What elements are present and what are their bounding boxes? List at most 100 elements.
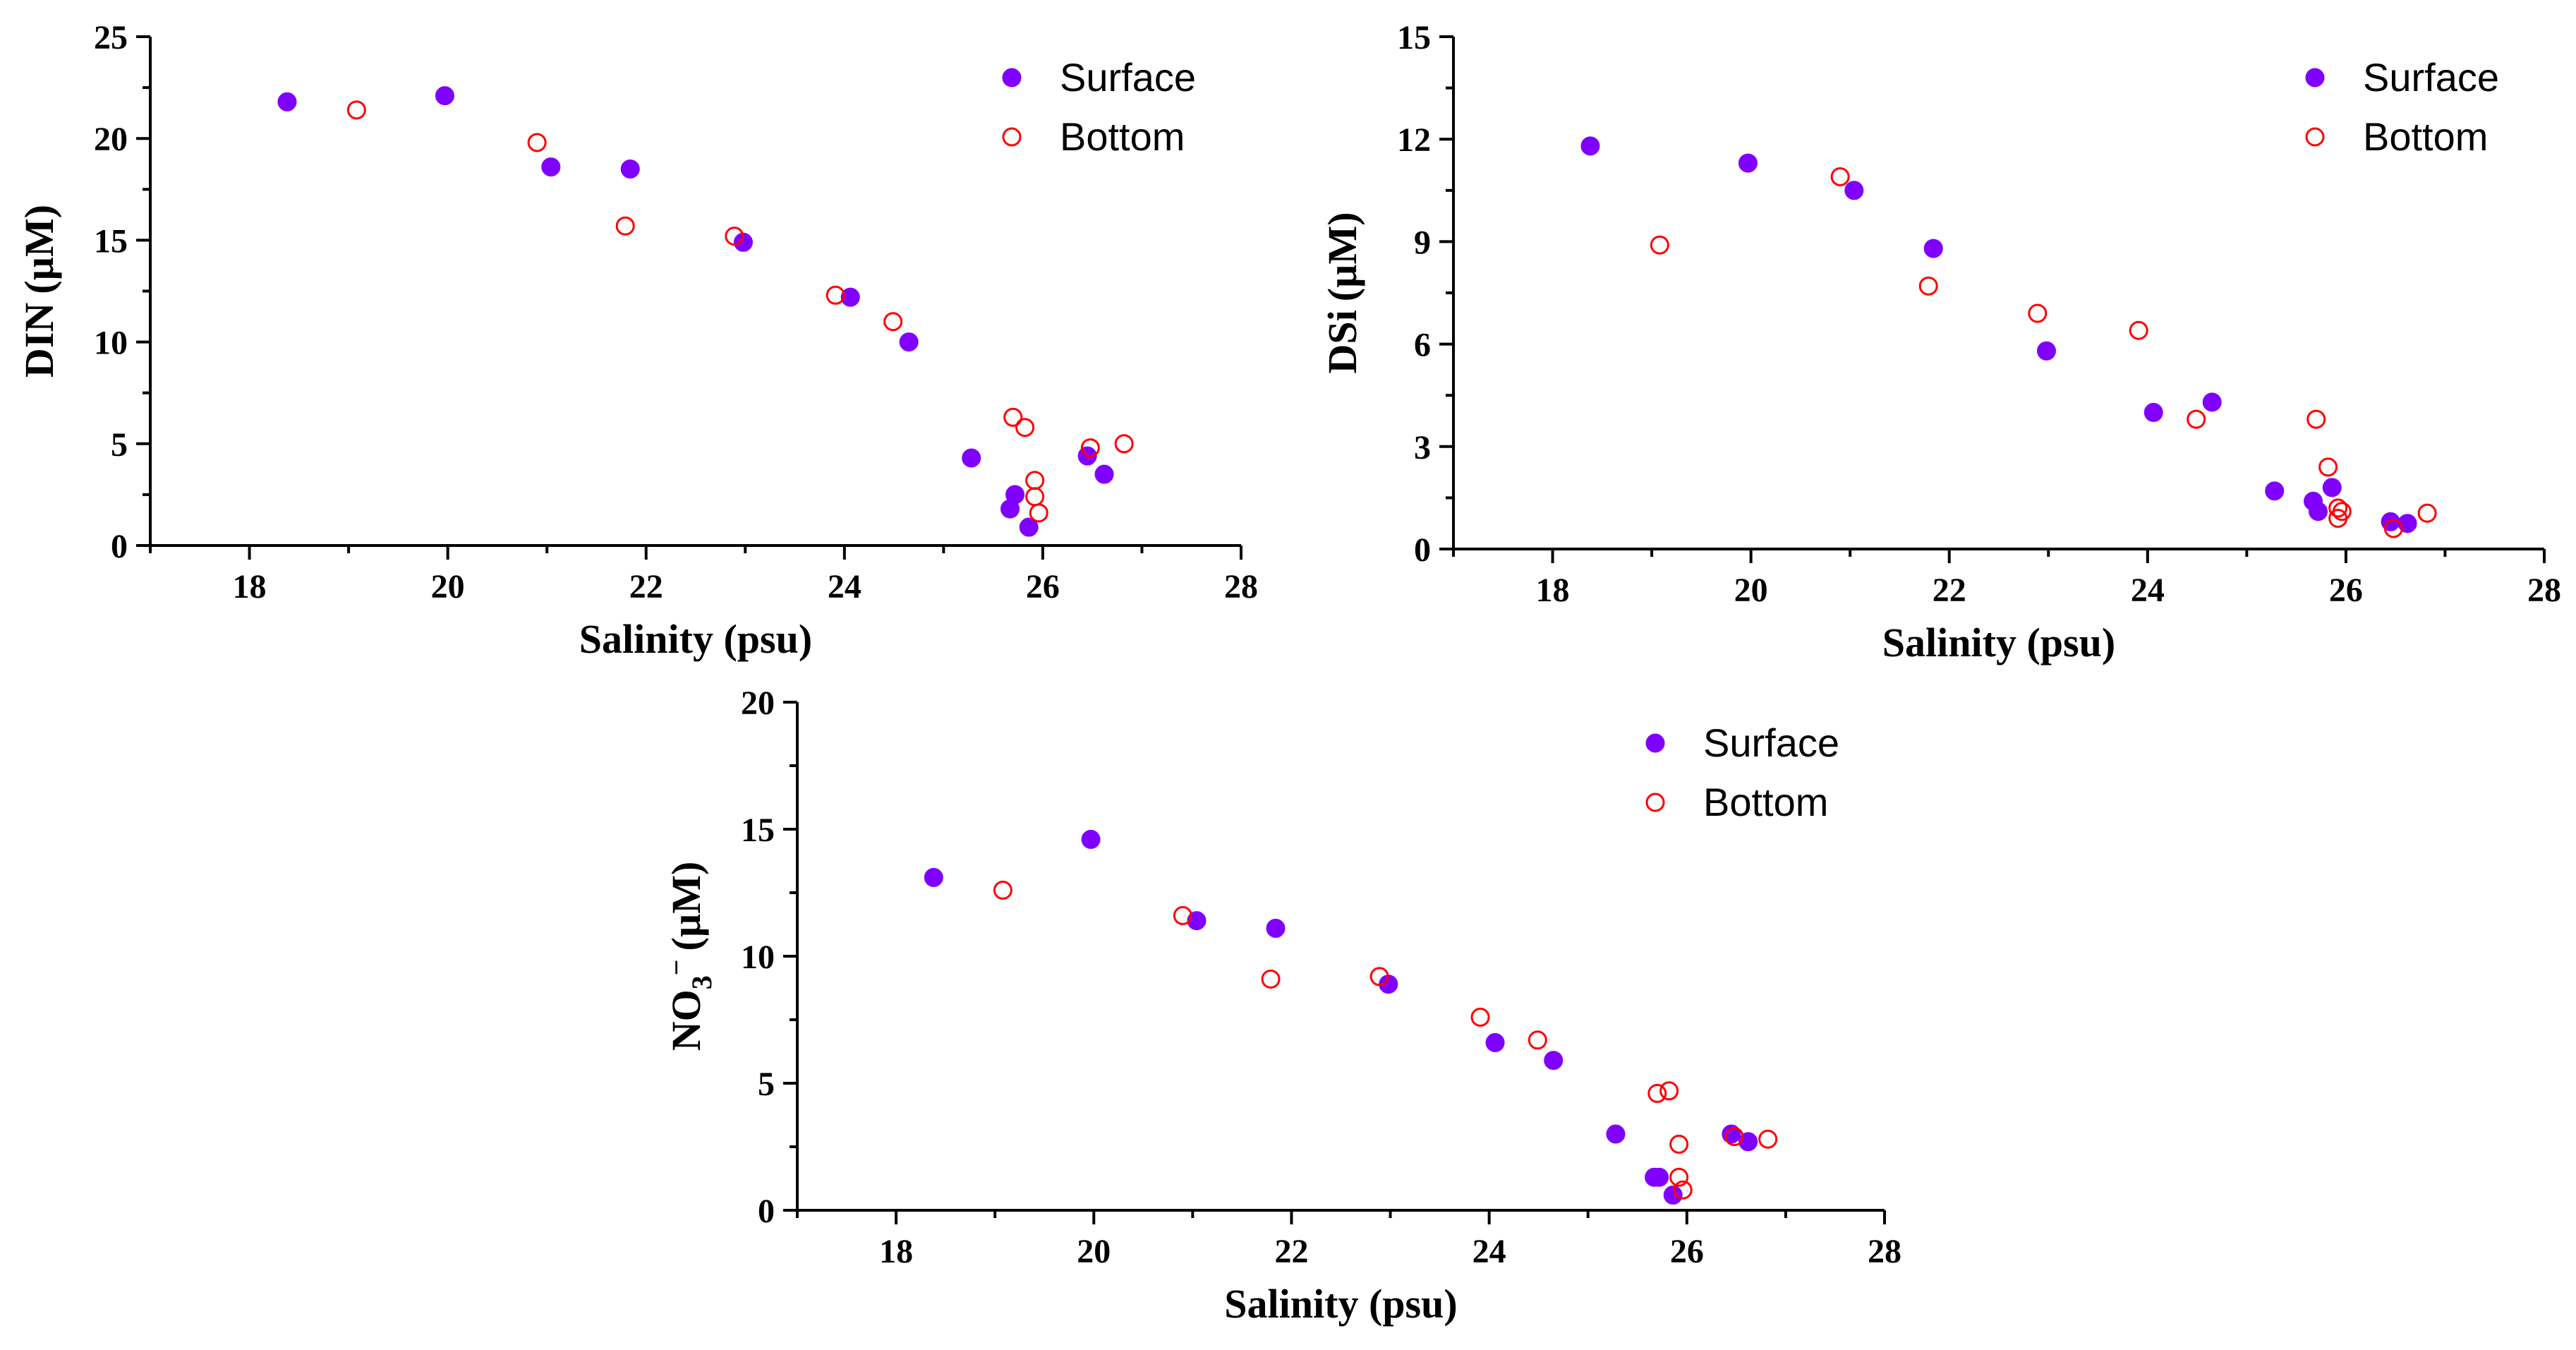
bottom-point <box>1758 1129 1778 1149</box>
bottom-point <box>1080 438 1100 458</box>
y-tick-label: 25 <box>94 19 128 56</box>
bottom-point <box>615 216 635 236</box>
surface-point <box>899 332 919 352</box>
y-tick-label: 0 <box>1414 531 1431 569</box>
x-tick-label: 20 <box>1734 572 1768 609</box>
bottom-point <box>1025 487 1045 507</box>
x-tick-label: 24 <box>1473 1233 1506 1270</box>
y-tick-label: 6 <box>1414 327 1431 364</box>
legend-surface-label: Surface <box>1060 55 1196 100</box>
surface-point <box>2265 481 2285 501</box>
bottom-point <box>2332 502 2352 522</box>
y-tick-label: 3 <box>1414 429 1431 466</box>
bottom-point <box>1528 1030 1547 1050</box>
surface-point <box>1606 1124 1626 1144</box>
bottom-point <box>883 312 903 332</box>
legend-surface-marker <box>2305 68 2325 88</box>
bottom-point <box>1015 418 1035 438</box>
y-tick-label: 20 <box>741 685 775 722</box>
surface-point <box>2309 502 2328 522</box>
bottom-point <box>2417 503 2437 523</box>
bottom-point <box>1114 434 1134 454</box>
axes-dsi <box>1452 37 2544 550</box>
surface-point <box>1485 1032 1505 1052</box>
surface-point <box>2322 478 2342 498</box>
y-axis-title: DIN (µM) <box>16 205 62 378</box>
axes-din <box>149 37 1241 547</box>
surface-point <box>1544 1051 1564 1071</box>
surface-point <box>1005 485 1025 505</box>
legend-bottom-label: Bottom <box>1703 780 1828 824</box>
x-tick-label: 22 <box>1274 1233 1308 1270</box>
bottom-point <box>1261 969 1281 989</box>
legend-surface-label: Surface <box>1703 721 1839 765</box>
bottom-point <box>1669 1167 1689 1187</box>
y-tick-label: 10 <box>741 939 775 976</box>
bottom-point <box>2328 498 2348 518</box>
surface-point <box>2036 341 2056 361</box>
x-tick-label: 24 <box>2131 572 2165 609</box>
bottom-point <box>1650 235 1669 255</box>
x-tick-label: 28 <box>1868 1233 1901 1270</box>
bottom-point <box>1647 1083 1667 1103</box>
y-tick-label: 20 <box>94 121 128 158</box>
y-tick-label: 15 <box>741 812 775 849</box>
legend-bottom-marker <box>2305 127 2325 147</box>
legend-bottom-marker <box>1645 792 1665 812</box>
y-axis-title-superscript: − <box>660 960 692 976</box>
chart-no3: 18 20 22 24 26 28 0 5 10 15 20 Salinity (psu) NO3− (µ… <box>660 685 1901 1327</box>
legend-bottom-marker <box>1002 127 1022 147</box>
surface-point <box>435 86 454 106</box>
x-tick-label: 20 <box>431 568 465 605</box>
surface-point <box>277 92 297 112</box>
axes-no3 <box>796 702 1885 1212</box>
y-axis-title: DSi (µM) <box>1319 212 1365 373</box>
bottom-point <box>826 285 845 305</box>
bottom-point <box>2318 457 2338 477</box>
x-tick-label: 28 <box>2527 572 2561 609</box>
bottom-point <box>1369 967 1389 987</box>
x-tick-label: 20 <box>1077 1233 1111 1270</box>
legend-surface-marker <box>1002 68 1022 88</box>
surface-point <box>541 157 561 177</box>
surface-point <box>2143 402 2163 422</box>
bottom-point <box>1830 167 1850 186</box>
y-axis-title-main: NO <box>663 989 709 1051</box>
x-axis-title: Salinity (psu) <box>579 616 812 662</box>
surface-point <box>1650 1167 1669 1187</box>
bottom-point <box>1673 1180 1693 1200</box>
surface-point <box>840 287 860 307</box>
y-tick-label: 0 <box>758 1193 775 1230</box>
y-axis-title-main: DIN <box>16 303 62 378</box>
surface-point <box>1019 517 1039 537</box>
y-axis-title-unit: (µM) <box>16 205 62 294</box>
y-tick-label: 15 <box>1397 19 1431 56</box>
surface-point <box>2202 392 2222 412</box>
x-tick-label: 22 <box>1933 572 1966 609</box>
surface-point <box>1923 239 1943 258</box>
x-tick-label: 18 <box>1536 572 1570 609</box>
bottom-point <box>2383 519 2403 538</box>
y-tick-label: 0 <box>111 528 128 565</box>
surface-point <box>962 448 981 468</box>
bottom-point <box>993 880 1012 900</box>
y-axis-title-unit: (µM) <box>1319 212 1365 301</box>
y-tick-label: 15 <box>94 222 128 260</box>
bottom-point <box>1029 503 1048 523</box>
y-tick-label: 9 <box>1414 224 1431 261</box>
chart-din: 18 20 22 24 26 28 0 5 10 15 20 25 Salinity (psu) DIN (… <box>16 19 1258 662</box>
y-axis-title-subscript: 3 <box>686 975 718 989</box>
bottom-point <box>1173 905 1192 925</box>
bottom-point <box>1669 1134 1689 1154</box>
bottom-point <box>2306 409 2326 429</box>
x-axis-title: Salinity (psu) <box>1882 620 2115 665</box>
surface-point <box>1580 136 1600 156</box>
y-axis-title-main: DSi <box>1319 310 1365 373</box>
x-tick-label: 18 <box>879 1233 913 1270</box>
x-tick-label: 28 <box>1224 568 1258 605</box>
x-tick-label: 24 <box>828 568 861 605</box>
x-tick-label: 26 <box>1026 568 1060 605</box>
surface-point <box>620 159 640 179</box>
surface-point <box>1081 829 1101 849</box>
y-tick-label: 5 <box>111 426 128 464</box>
